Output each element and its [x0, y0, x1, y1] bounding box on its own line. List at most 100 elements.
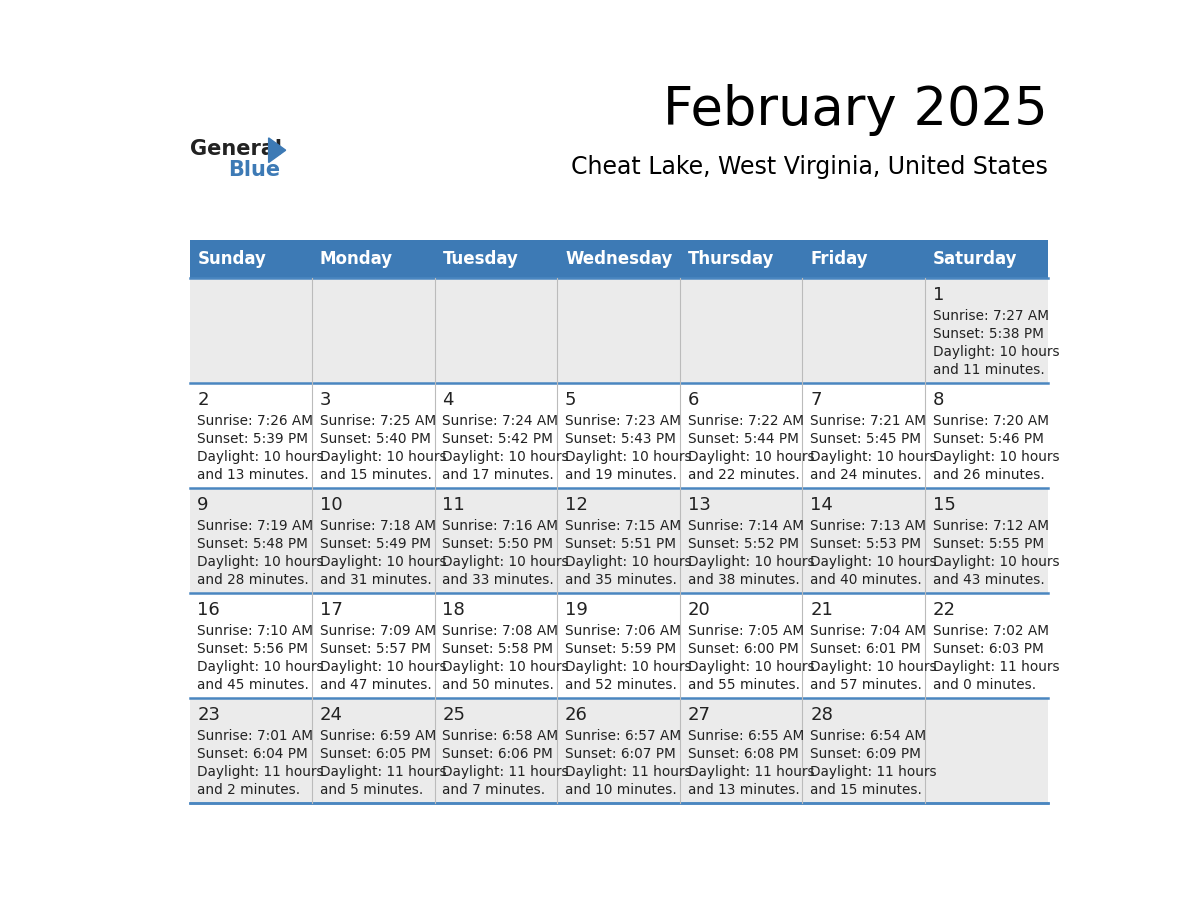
Text: Sunrise: 7:26 AM: Sunrise: 7:26 AM	[197, 414, 314, 428]
Text: Sunrise: 7:23 AM: Sunrise: 7:23 AM	[565, 414, 681, 428]
Text: Sunset: 5:44 PM: Sunset: 5:44 PM	[688, 432, 798, 446]
Text: 5: 5	[565, 391, 576, 409]
Text: and 33 minutes.: and 33 minutes.	[442, 573, 554, 588]
Text: 1: 1	[933, 285, 944, 304]
Text: Sunrise: 7:24 AM: Sunrise: 7:24 AM	[442, 414, 558, 428]
Text: Daylight: 11 hours: Daylight: 11 hours	[565, 765, 691, 779]
Text: Daylight: 10 hours: Daylight: 10 hours	[320, 555, 447, 569]
Text: Daylight: 10 hours: Daylight: 10 hours	[933, 555, 1060, 569]
Text: Sunday: Sunday	[197, 250, 266, 268]
Text: Daylight: 10 hours: Daylight: 10 hours	[810, 450, 937, 464]
Text: Sunrise: 7:21 AM: Sunrise: 7:21 AM	[810, 414, 927, 428]
Text: 17: 17	[320, 600, 343, 619]
Text: Thursday: Thursday	[688, 250, 773, 268]
Text: Sunrise: 7:04 AM: Sunrise: 7:04 AM	[810, 624, 927, 638]
Text: and 35 minutes.: and 35 minutes.	[565, 573, 677, 588]
Text: 12: 12	[565, 496, 588, 514]
Text: Sunset: 5:43 PM: Sunset: 5:43 PM	[565, 432, 676, 446]
Text: and 47 minutes.: and 47 minutes.	[320, 678, 431, 692]
Text: Sunset: 5:53 PM: Sunset: 5:53 PM	[810, 537, 921, 551]
Text: Sunset: 6:06 PM: Sunset: 6:06 PM	[442, 747, 554, 761]
Text: 14: 14	[810, 496, 833, 514]
Text: 25: 25	[442, 706, 466, 723]
Text: Daylight: 10 hours: Daylight: 10 hours	[442, 450, 569, 464]
Text: and 43 minutes.: and 43 minutes.	[933, 573, 1044, 588]
Text: Sunset: 5:45 PM: Sunset: 5:45 PM	[810, 432, 921, 446]
Text: 20: 20	[688, 600, 710, 619]
Text: Sunrise: 7:25 AM: Sunrise: 7:25 AM	[320, 414, 436, 428]
Text: Sunrise: 7:22 AM: Sunrise: 7:22 AM	[688, 414, 803, 428]
Text: Sunrise: 6:57 AM: Sunrise: 6:57 AM	[565, 729, 681, 743]
Text: 28: 28	[810, 706, 833, 723]
Text: Daylight: 10 hours: Daylight: 10 hours	[565, 660, 691, 674]
Text: Sunrise: 7:13 AM: Sunrise: 7:13 AM	[810, 519, 927, 532]
Text: Sunset: 5:40 PM: Sunset: 5:40 PM	[320, 432, 431, 446]
Text: Daylight: 11 hours: Daylight: 11 hours	[442, 765, 569, 779]
Text: and 31 minutes.: and 31 minutes.	[320, 573, 431, 588]
Text: 18: 18	[442, 600, 466, 619]
Text: Daylight: 10 hours: Daylight: 10 hours	[565, 555, 691, 569]
Text: Daylight: 10 hours: Daylight: 10 hours	[933, 345, 1060, 359]
Text: 16: 16	[197, 600, 220, 619]
Text: Sunrise: 7:19 AM: Sunrise: 7:19 AM	[197, 519, 314, 532]
Text: Sunrise: 7:10 AM: Sunrise: 7:10 AM	[197, 624, 314, 638]
Text: and 55 minutes.: and 55 minutes.	[688, 678, 800, 692]
Text: Sunset: 6:01 PM: Sunset: 6:01 PM	[810, 642, 921, 656]
Text: and 10 minutes.: and 10 minutes.	[565, 783, 677, 797]
Text: 10: 10	[320, 496, 342, 514]
Text: and 19 minutes.: and 19 minutes.	[565, 468, 677, 482]
Text: Daylight: 10 hours: Daylight: 10 hours	[320, 450, 447, 464]
Text: Blue: Blue	[228, 161, 280, 180]
Text: 23: 23	[197, 706, 220, 723]
Text: and 5 minutes.: and 5 minutes.	[320, 783, 423, 797]
Text: Sunrise: 7:01 AM: Sunrise: 7:01 AM	[197, 729, 314, 743]
Text: Sunset: 5:48 PM: Sunset: 5:48 PM	[197, 537, 308, 551]
Text: Daylight: 10 hours: Daylight: 10 hours	[688, 555, 814, 569]
Text: February 2025: February 2025	[663, 84, 1048, 136]
Text: Daylight: 10 hours: Daylight: 10 hours	[197, 450, 324, 464]
Text: Daylight: 10 hours: Daylight: 10 hours	[688, 450, 814, 464]
Text: Sunset: 5:57 PM: Sunset: 5:57 PM	[320, 642, 431, 656]
Text: Sunrise: 6:59 AM: Sunrise: 6:59 AM	[320, 729, 436, 743]
Text: Daylight: 11 hours: Daylight: 11 hours	[320, 765, 447, 779]
Text: Sunset: 5:38 PM: Sunset: 5:38 PM	[933, 327, 1043, 341]
Bar	[190, 593, 1048, 698]
Text: Sunrise: 7:14 AM: Sunrise: 7:14 AM	[688, 519, 803, 532]
Text: and 38 minutes.: and 38 minutes.	[688, 573, 800, 588]
Text: and 45 minutes.: and 45 minutes.	[197, 678, 309, 692]
Text: 13: 13	[688, 496, 710, 514]
Text: and 7 minutes.: and 7 minutes.	[442, 783, 545, 797]
Text: and 13 minutes.: and 13 minutes.	[688, 783, 800, 797]
Text: Sunrise: 7:02 AM: Sunrise: 7:02 AM	[933, 624, 1049, 638]
Text: Sunrise: 7:09 AM: Sunrise: 7:09 AM	[320, 624, 436, 638]
Text: Sunset: 5:52 PM: Sunset: 5:52 PM	[688, 537, 798, 551]
Text: Daylight: 10 hours: Daylight: 10 hours	[565, 450, 691, 464]
Text: Monday: Monday	[320, 250, 393, 268]
Text: 26: 26	[565, 706, 588, 723]
Text: Daylight: 10 hours: Daylight: 10 hours	[197, 555, 324, 569]
Text: and 40 minutes.: and 40 minutes.	[810, 573, 922, 588]
Bar	[190, 488, 1048, 593]
Text: Sunset: 5:59 PM: Sunset: 5:59 PM	[565, 642, 676, 656]
Text: Daylight: 10 hours: Daylight: 10 hours	[688, 660, 814, 674]
Polygon shape	[268, 138, 285, 162]
Text: Sunset: 6:05 PM: Sunset: 6:05 PM	[320, 747, 431, 761]
Text: Sunrise: 6:58 AM: Sunrise: 6:58 AM	[442, 729, 558, 743]
Text: Sunset: 5:49 PM: Sunset: 5:49 PM	[320, 537, 431, 551]
Text: Sunrise: 6:55 AM: Sunrise: 6:55 AM	[688, 729, 804, 743]
Text: and 0 minutes.: and 0 minutes.	[933, 678, 1036, 692]
Text: Sunset: 6:04 PM: Sunset: 6:04 PM	[197, 747, 308, 761]
Text: 7: 7	[810, 391, 822, 409]
Text: Sunrise: 6:54 AM: Sunrise: 6:54 AM	[810, 729, 927, 743]
Text: Sunset: 5:56 PM: Sunset: 5:56 PM	[197, 642, 309, 656]
Text: Saturday: Saturday	[933, 250, 1017, 268]
Text: Sunset: 6:07 PM: Sunset: 6:07 PM	[565, 747, 676, 761]
Text: 3: 3	[320, 391, 331, 409]
Text: 9: 9	[197, 496, 209, 514]
Text: and 17 minutes.: and 17 minutes.	[442, 468, 554, 482]
Text: Sunrise: 7:15 AM: Sunrise: 7:15 AM	[565, 519, 681, 532]
Text: and 50 minutes.: and 50 minutes.	[442, 678, 555, 692]
Text: Sunset: 6:00 PM: Sunset: 6:00 PM	[688, 642, 798, 656]
Text: Sunset: 5:50 PM: Sunset: 5:50 PM	[442, 537, 554, 551]
Text: and 28 minutes.: and 28 minutes.	[197, 573, 309, 588]
